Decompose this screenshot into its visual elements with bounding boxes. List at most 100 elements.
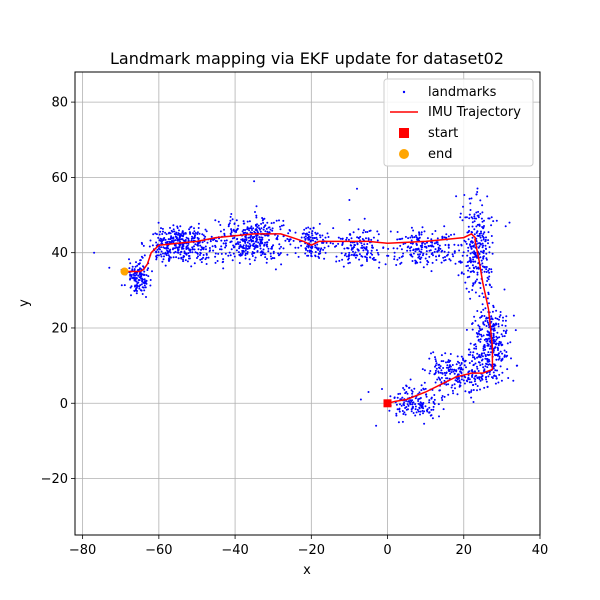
landmark-point — [445, 372, 448, 375]
landmark-point — [476, 273, 479, 276]
landmark-point — [411, 406, 414, 409]
landmark-point — [186, 247, 189, 250]
landmark-point — [482, 236, 485, 239]
landmark-point — [324, 251, 327, 254]
landmark-point — [436, 378, 439, 381]
landmark-point — [370, 249, 373, 252]
landmark-point — [505, 329, 508, 332]
landmark-point — [404, 413, 407, 416]
landmark-point — [294, 231, 297, 234]
landmark-point — [354, 251, 357, 254]
landmark-point — [422, 266, 425, 269]
landmark-point — [224, 252, 227, 255]
landmark-point — [443, 259, 446, 262]
landmark-point — [266, 221, 269, 224]
landmark-point — [307, 226, 310, 229]
landmark-point — [386, 254, 389, 257]
landmark-point — [251, 229, 253, 231]
landmark-point — [250, 234, 253, 237]
landmark-point — [413, 236, 416, 239]
landmark-point — [202, 246, 205, 249]
landmark-point — [436, 243, 439, 246]
landmark-point — [414, 414, 417, 417]
landmark-point — [468, 213, 471, 216]
landmark-point — [313, 237, 316, 239]
landmark-point — [425, 250, 428, 253]
landmark-point — [193, 262, 196, 265]
landmark-point — [508, 221, 511, 224]
landmark-point — [322, 241, 325, 244]
landmark-point — [258, 238, 261, 241]
landmark-point — [219, 230, 222, 233]
landmark-point — [161, 227, 164, 230]
landmark-point — [442, 360, 445, 363]
y-tick-label: 60 — [51, 171, 68, 186]
landmark-point — [424, 387, 427, 390]
landmark-point — [482, 321, 485, 324]
landmark-point — [272, 221, 275, 224]
landmark-point — [197, 238, 200, 241]
landmark-point — [407, 404, 410, 407]
landmark-point — [389, 230, 392, 233]
landmark-point — [292, 239, 295, 242]
landmark-point — [139, 289, 142, 292]
landmark-point — [399, 403, 401, 406]
landmark-point — [497, 325, 500, 328]
landmark-point — [149, 239, 152, 242]
landmark-point — [205, 248, 207, 251]
landmark-point — [428, 255, 431, 258]
landmark-point — [322, 248, 325, 251]
landmark-point — [455, 195, 458, 198]
landmark-point — [395, 414, 398, 417]
landmark-point — [163, 255, 165, 258]
landmark-point — [199, 254, 201, 256]
landmark-point — [479, 364, 482, 367]
landmark-point — [469, 209, 472, 211]
landmark-point — [477, 246, 480, 249]
landmark-point — [431, 252, 434, 254]
landmark-point — [420, 384, 423, 387]
landmark-point — [399, 392, 402, 395]
landmark-point — [483, 344, 486, 346]
landmark-point — [177, 246, 180, 249]
landmark-point — [168, 258, 171, 261]
landmark-point — [270, 222, 273, 225]
landmark-point — [432, 351, 435, 354]
landmark-point — [389, 395, 392, 398]
landmark-point — [244, 249, 247, 252]
landmark-point — [282, 219, 285, 222]
landmark-point — [399, 244, 402, 247]
landmark-point — [217, 252, 220, 255]
landmark-point — [509, 341, 512, 344]
landmark-point — [199, 244, 202, 247]
landmark-point — [428, 401, 431, 404]
landmark-point — [338, 259, 341, 262]
landmark-point — [468, 290, 470, 293]
landmark-point — [393, 396, 396, 399]
landmark-point — [478, 354, 481, 356]
landmark-point — [304, 252, 307, 255]
landmark-point — [410, 253, 413, 256]
landmark-point — [409, 249, 412, 252]
landmark-point — [465, 242, 468, 245]
landmark-point — [449, 372, 452, 375]
landmark-point — [308, 251, 311, 253]
landmark-point — [271, 257, 274, 259]
landmark-point — [485, 266, 488, 268]
landmark-point — [503, 335, 506, 338]
landmark-point — [490, 320, 493, 323]
landmark-point — [490, 224, 493, 227]
landmark-point — [482, 296, 485, 299]
landmark-point — [190, 265, 193, 268]
landmark-point — [314, 231, 317, 234]
landmark-point — [453, 233, 456, 236]
landmark-point — [453, 250, 456, 253]
landmark-point — [144, 286, 147, 289]
landmark-point — [484, 244, 487, 247]
landmark-point — [342, 265, 345, 268]
landmark-point — [214, 252, 217, 255]
landmark-point — [259, 230, 262, 233]
landmark-point — [241, 238, 244, 241]
landmark-point — [450, 386, 453, 389]
y-axis-label: y — [17, 299, 32, 307]
